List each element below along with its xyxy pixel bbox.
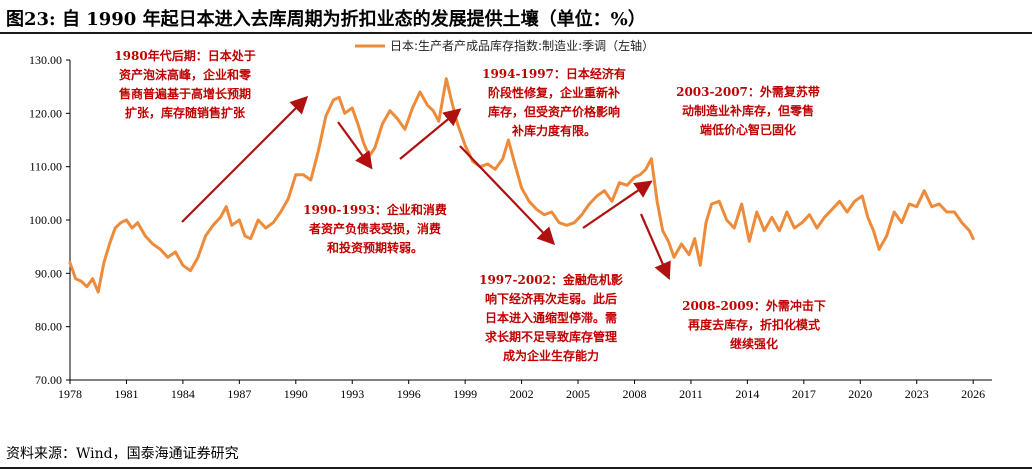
annotation-line: 再度去库存，折扣化模式 <box>688 317 820 332</box>
x-tick-label: 1990 <box>284 387 308 401</box>
inventory-index-chart: 130.00120.00110.00100.0090.0080.0070.001… <box>29 38 992 401</box>
annotation-line: 继续强化 <box>730 336 778 351</box>
x-tick-label: 1999 <box>453 387 477 401</box>
legend-label: 日本:生产者产成品库存指数:制造业:季调（左轴） <box>390 38 654 53</box>
y-tick-label: 70.00 <box>35 373 62 387</box>
footer-rule <box>0 467 1032 469</box>
annotation-line: 1990-1993：企业和消费 <box>303 202 447 217</box>
annotation-line: 2008-2009：外需冲击下 <box>682 298 826 313</box>
figure-title-bar: 图23: 自 1990 年起日本进入去库周期为折扣业态的发展提供土壤（单位：%） <box>0 0 1032 34</box>
annotation-line: 和投资预期转弱。 <box>326 240 423 255</box>
x-tick-label: 2017 <box>792 387 816 401</box>
annotation-line: 日本进入通缩型停滞。需 <box>485 310 617 325</box>
x-tick-label: 2020 <box>848 387 872 401</box>
annotation-line: 者资产负债表受损，消费 <box>308 221 441 236</box>
annotation-line: 求长期不足导致库存管理 <box>485 329 617 344</box>
x-tick-label: 1981 <box>114 387 138 401</box>
annotation-line: 1997-2002：金融危机影 <box>479 272 623 287</box>
source-note: 资料来源：Wind，国泰海通证券研究 <box>6 446 239 462</box>
x-tick-label: 1984 <box>171 387 195 401</box>
legend: 日本:生产者产成品库存指数:制造业:季调（左轴） <box>355 38 654 53</box>
annotation-line: 补库力度有限。 <box>511 123 596 138</box>
trend-arrow <box>399 108 462 160</box>
x-tick-label: 2008 <box>622 387 646 401</box>
trend-arrow <box>582 180 653 229</box>
y-tick-label: 120.00 <box>29 106 62 120</box>
annotation: 2003-2007：外需复苏带动制造业补库存，但零售端低价心智已固化 <box>676 84 820 137</box>
annotation-line: 库存，但受资产价格影响 <box>488 104 620 119</box>
x-tick-label: 2005 <box>566 387 590 401</box>
annotation-line: 成为企业生存能力 <box>503 348 599 363</box>
annotation: 1980年代后期：日本处于资产泡沫高峰，企业和零售商普遍基于高增长预期扩张，库存… <box>114 48 255 120</box>
x-tick-label: 1987 <box>227 387 251 401</box>
y-tick-label: 90.00 <box>35 266 62 280</box>
annotation-line: 阶段性修复，企业重新补 <box>488 85 620 100</box>
x-tick-label: 1996 <box>397 387 421 401</box>
annotation-line: 端低价心智已固化 <box>700 122 796 137</box>
annotation-line: 1994-1997：日本经济有 <box>482 66 626 81</box>
annotation-line: 1980年代后期：日本处于 <box>114 48 255 63</box>
annotation-line: 资产泡沫高峰，企业和零 <box>119 67 252 82</box>
annotation-line: 响下经济再次走弱。此后 <box>485 291 617 306</box>
y-tick-label: 80.00 <box>35 320 62 334</box>
y-tick-label: 110.00 <box>29 160 62 174</box>
x-tick-label: 2014 <box>735 387 759 401</box>
figure-title: 图23: 自 1990 年起日本进入去库周期为折扣业态的发展提供土壤（单位：%） <box>6 9 646 30</box>
annotation-layer: 1980年代后期：日本处于资产泡沫高峰，企业和零售商普遍基于高增长预期扩张，库存… <box>114 48 826 363</box>
annotation: 1994-1997：日本经济有阶段性修复，企业重新补库存，但受资产价格影响补库力… <box>482 66 626 138</box>
annotation: 2008-2009：外需冲击下再度去库存，折扣化模式继续强化 <box>682 298 826 351</box>
x-tick-label: 2023 <box>905 387 929 401</box>
trend-arrow <box>337 121 373 170</box>
x-tick-label: 2026 <box>961 387 985 401</box>
axes: 130.00120.00110.00100.0090.0080.0070.001… <box>29 53 992 401</box>
series-layer <box>68 77 975 294</box>
trend-arrow <box>181 95 309 223</box>
annotation-line: 2003-2007：外需复苏带 <box>676 84 820 99</box>
annotation: 1990-1993：企业和消费者资产负债表受损，消费和投资预期转弱。 <box>303 202 447 255</box>
trend-arrow <box>459 145 556 246</box>
chart-area: 130.00 120.00 110.00 100.00 90.00 80.00 70.00 1… <box>0 36 1032 416</box>
series-line <box>68 77 975 294</box>
x-tick-label: 2011 <box>679 387 703 401</box>
annotation-line: 售商普遍基于高增长预期 <box>119 86 251 101</box>
x-tick-label: 2002 <box>510 387 534 401</box>
trend-arrow <box>639 213 671 281</box>
annotation: 1997-2002：金融危机影响下经济再次走弱。此后日本进入通缩型停滞。需求长期… <box>479 272 623 363</box>
x-tick-label: 1978 <box>58 387 82 401</box>
arrow-layer <box>181 95 671 281</box>
annotation-line: 动制造业补库存，但零售 <box>682 103 814 118</box>
y-tick-label: 130.00 <box>29 53 62 67</box>
y-tick-label: 100.00 <box>29 213 62 227</box>
annotation-line: 扩张，库存随销售扩张 <box>125 105 246 120</box>
x-tick-label: 1993 <box>340 387 364 401</box>
